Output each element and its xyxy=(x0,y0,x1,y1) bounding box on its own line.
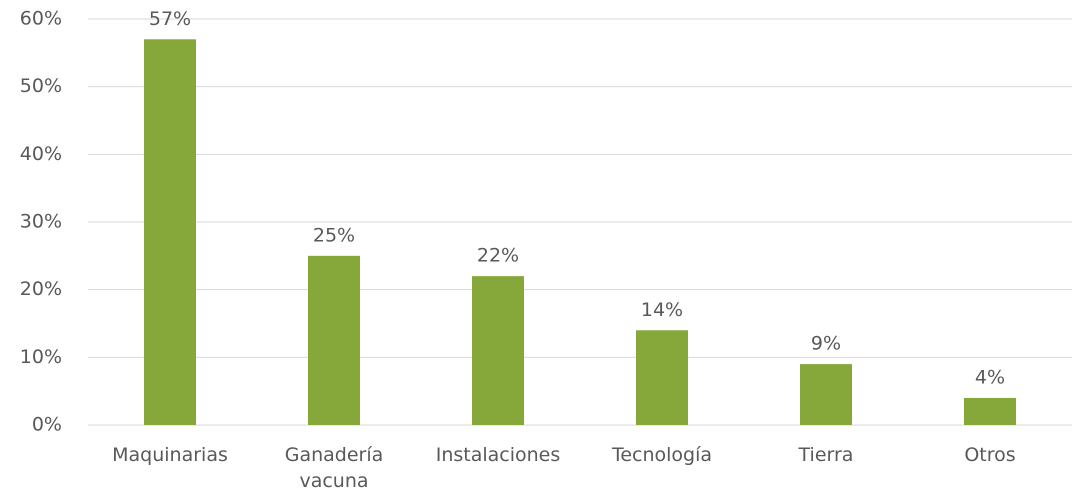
x-tick-label: Instalaciones xyxy=(435,444,561,466)
bar xyxy=(800,364,852,425)
x-tick-label: Tecnología xyxy=(611,444,713,466)
value-label: 22% xyxy=(477,245,519,267)
y-tick-label: 50% xyxy=(20,75,62,97)
x-tick-label: Maquinarias xyxy=(112,444,228,466)
value-label: 14% xyxy=(641,299,683,321)
x-tick-label: Tierra xyxy=(798,444,854,466)
x-tick-label: Ganadería vacuna xyxy=(284,444,384,492)
y-tick-label: 0% xyxy=(32,414,62,436)
y-tick-label: 30% xyxy=(20,211,62,233)
value-label: 4% xyxy=(975,366,1005,388)
y-tick-label: 60% xyxy=(20,8,62,30)
bar xyxy=(636,330,688,425)
value-label: 9% xyxy=(811,333,841,355)
value-label: 57% xyxy=(149,8,191,30)
x-tick-label: Otros xyxy=(964,444,1016,466)
bar xyxy=(472,276,524,425)
y-tick-label: 10% xyxy=(20,346,62,368)
y-tick-label: 20% xyxy=(20,278,62,300)
bar xyxy=(144,39,196,426)
y-tick-label: 40% xyxy=(20,143,62,165)
bar xyxy=(964,397,1016,425)
value-label: 25% xyxy=(313,224,355,246)
bar xyxy=(308,255,360,425)
